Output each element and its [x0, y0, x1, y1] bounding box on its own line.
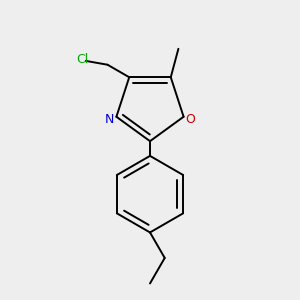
Text: N: N — [105, 112, 114, 125]
Text: Cl: Cl — [77, 53, 89, 66]
Text: O: O — [186, 112, 196, 125]
